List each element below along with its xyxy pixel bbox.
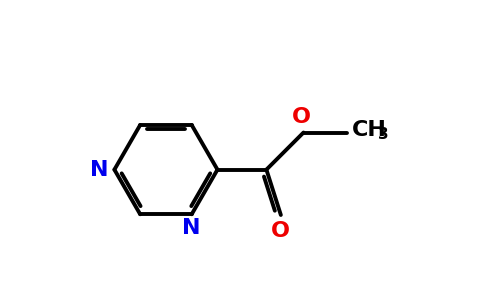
Text: O: O bbox=[291, 106, 311, 127]
Text: N: N bbox=[90, 160, 108, 180]
Text: N: N bbox=[182, 218, 201, 238]
Text: CH: CH bbox=[352, 120, 387, 140]
Text: 3: 3 bbox=[378, 128, 388, 142]
Text: O: O bbox=[272, 221, 290, 241]
